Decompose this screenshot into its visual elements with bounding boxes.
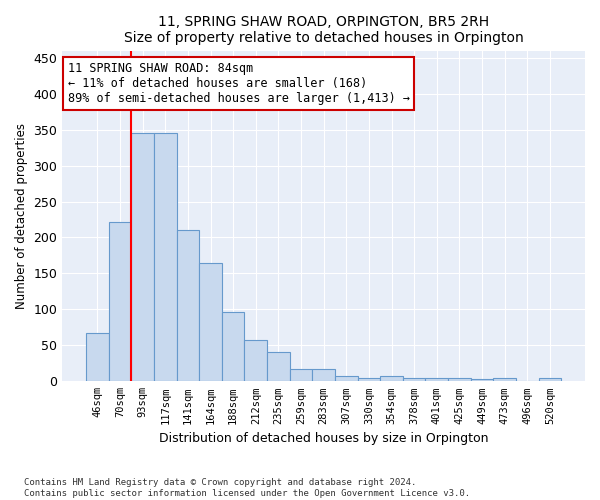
Text: Contains HM Land Registry data © Crown copyright and database right 2024.
Contai: Contains HM Land Registry data © Crown c… xyxy=(24,478,470,498)
Bar xyxy=(244,340,267,382)
Bar xyxy=(313,369,335,382)
X-axis label: Distribution of detached houses by size in Orpington: Distribution of detached houses by size … xyxy=(159,432,488,445)
Bar xyxy=(335,376,358,382)
Bar xyxy=(471,379,493,382)
Bar xyxy=(539,378,561,382)
Bar xyxy=(131,133,154,382)
Bar xyxy=(109,222,131,382)
Text: 11 SPRING SHAW ROAD: 84sqm
← 11% of detached houses are smaller (168)
89% of sem: 11 SPRING SHAW ROAD: 84sqm ← 11% of deta… xyxy=(68,62,410,105)
Bar xyxy=(493,378,516,382)
Bar xyxy=(176,230,199,382)
Bar xyxy=(448,378,471,382)
Bar xyxy=(425,378,448,382)
Bar xyxy=(86,333,109,382)
Bar xyxy=(222,312,244,382)
Bar xyxy=(358,378,380,382)
Bar xyxy=(290,369,313,382)
Bar xyxy=(267,352,290,382)
Bar xyxy=(380,376,403,382)
Bar xyxy=(199,262,222,382)
Title: 11, SPRING SHAW ROAD, ORPINGTON, BR5 2RH
Size of property relative to detached h: 11, SPRING SHAW ROAD, ORPINGTON, BR5 2RH… xyxy=(124,15,524,45)
Bar xyxy=(154,133,176,382)
Bar xyxy=(403,378,425,382)
Y-axis label: Number of detached properties: Number of detached properties xyxy=(15,123,28,309)
